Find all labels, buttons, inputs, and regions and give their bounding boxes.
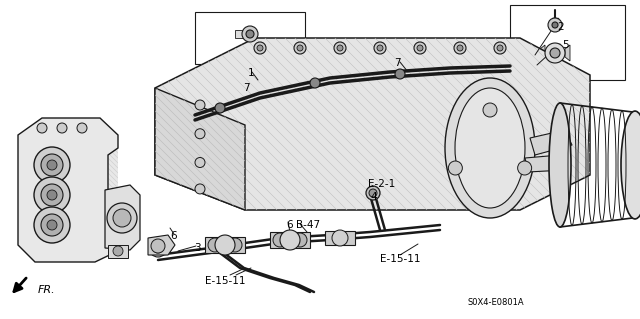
Circle shape (257, 45, 263, 51)
Circle shape (113, 246, 123, 256)
Circle shape (195, 184, 205, 194)
Polygon shape (108, 135, 118, 220)
Circle shape (366, 186, 380, 200)
Circle shape (545, 43, 565, 63)
Polygon shape (155, 38, 590, 210)
Polygon shape (510, 5, 625, 80)
Circle shape (280, 230, 300, 250)
Circle shape (294, 42, 306, 54)
Circle shape (149, 239, 167, 257)
Circle shape (395, 69, 405, 79)
Circle shape (242, 26, 258, 42)
Circle shape (208, 238, 222, 252)
Polygon shape (18, 118, 118, 148)
Ellipse shape (445, 78, 535, 218)
Circle shape (34, 177, 70, 213)
Circle shape (107, 203, 137, 233)
Polygon shape (108, 245, 128, 258)
Circle shape (273, 233, 287, 247)
Text: 7: 7 (243, 83, 250, 93)
Polygon shape (565, 45, 570, 61)
Text: 6: 6 (170, 231, 177, 241)
Circle shape (41, 214, 63, 236)
Text: 7: 7 (394, 58, 401, 68)
Circle shape (77, 123, 87, 133)
Polygon shape (530, 130, 572, 155)
Circle shape (41, 184, 63, 206)
Circle shape (374, 42, 386, 54)
Circle shape (414, 42, 426, 54)
Circle shape (494, 42, 506, 54)
Polygon shape (195, 12, 305, 64)
Text: E-2-1: E-2-1 (368, 179, 396, 189)
Circle shape (483, 103, 497, 117)
Circle shape (215, 235, 235, 255)
Circle shape (47, 160, 57, 170)
Polygon shape (270, 232, 310, 248)
Circle shape (151, 239, 165, 253)
Polygon shape (325, 231, 355, 245)
Text: E-15-11: E-15-11 (380, 254, 420, 264)
Text: E-15-11: E-15-11 (205, 276, 246, 286)
Ellipse shape (455, 88, 525, 208)
Circle shape (228, 238, 242, 252)
Text: 4: 4 (370, 192, 376, 202)
Text: S0X4-E0801A: S0X4-E0801A (468, 298, 525, 307)
Circle shape (215, 103, 225, 113)
Circle shape (293, 233, 307, 247)
Circle shape (195, 158, 205, 167)
Polygon shape (155, 38, 590, 210)
Circle shape (195, 129, 205, 139)
Polygon shape (148, 235, 175, 255)
Circle shape (113, 209, 131, 227)
Text: 6: 6 (286, 220, 292, 230)
Ellipse shape (621, 111, 640, 219)
Circle shape (334, 42, 346, 54)
Polygon shape (18, 118, 120, 262)
Circle shape (332, 230, 348, 246)
Circle shape (37, 123, 47, 133)
Circle shape (41, 154, 63, 176)
Circle shape (449, 161, 462, 175)
Circle shape (369, 189, 377, 197)
Circle shape (297, 45, 303, 51)
Circle shape (47, 220, 57, 230)
Circle shape (457, 45, 463, 51)
Circle shape (153, 243, 163, 253)
Circle shape (310, 78, 320, 88)
Circle shape (417, 45, 423, 51)
Circle shape (548, 18, 562, 32)
Circle shape (552, 22, 558, 28)
Circle shape (497, 45, 503, 51)
Polygon shape (540, 45, 545, 61)
Circle shape (34, 207, 70, 243)
Circle shape (550, 48, 560, 58)
Circle shape (377, 45, 383, 51)
Polygon shape (205, 237, 245, 253)
Text: 2: 2 (557, 22, 564, 32)
Circle shape (518, 161, 532, 175)
Text: FR.: FR. (38, 285, 56, 295)
Circle shape (246, 30, 254, 38)
Text: 3: 3 (194, 243, 200, 253)
Circle shape (195, 100, 205, 110)
Polygon shape (235, 30, 248, 38)
Circle shape (47, 190, 57, 200)
Polygon shape (155, 88, 245, 210)
Polygon shape (105, 185, 140, 250)
Circle shape (57, 123, 67, 133)
Text: 5: 5 (562, 40, 568, 50)
Circle shape (34, 147, 70, 183)
Polygon shape (525, 155, 565, 172)
Text: 1: 1 (248, 68, 255, 78)
Polygon shape (155, 88, 245, 210)
Circle shape (337, 45, 343, 51)
Circle shape (454, 42, 466, 54)
Circle shape (254, 42, 266, 54)
Text: B-47: B-47 (296, 220, 320, 230)
Ellipse shape (549, 103, 571, 227)
